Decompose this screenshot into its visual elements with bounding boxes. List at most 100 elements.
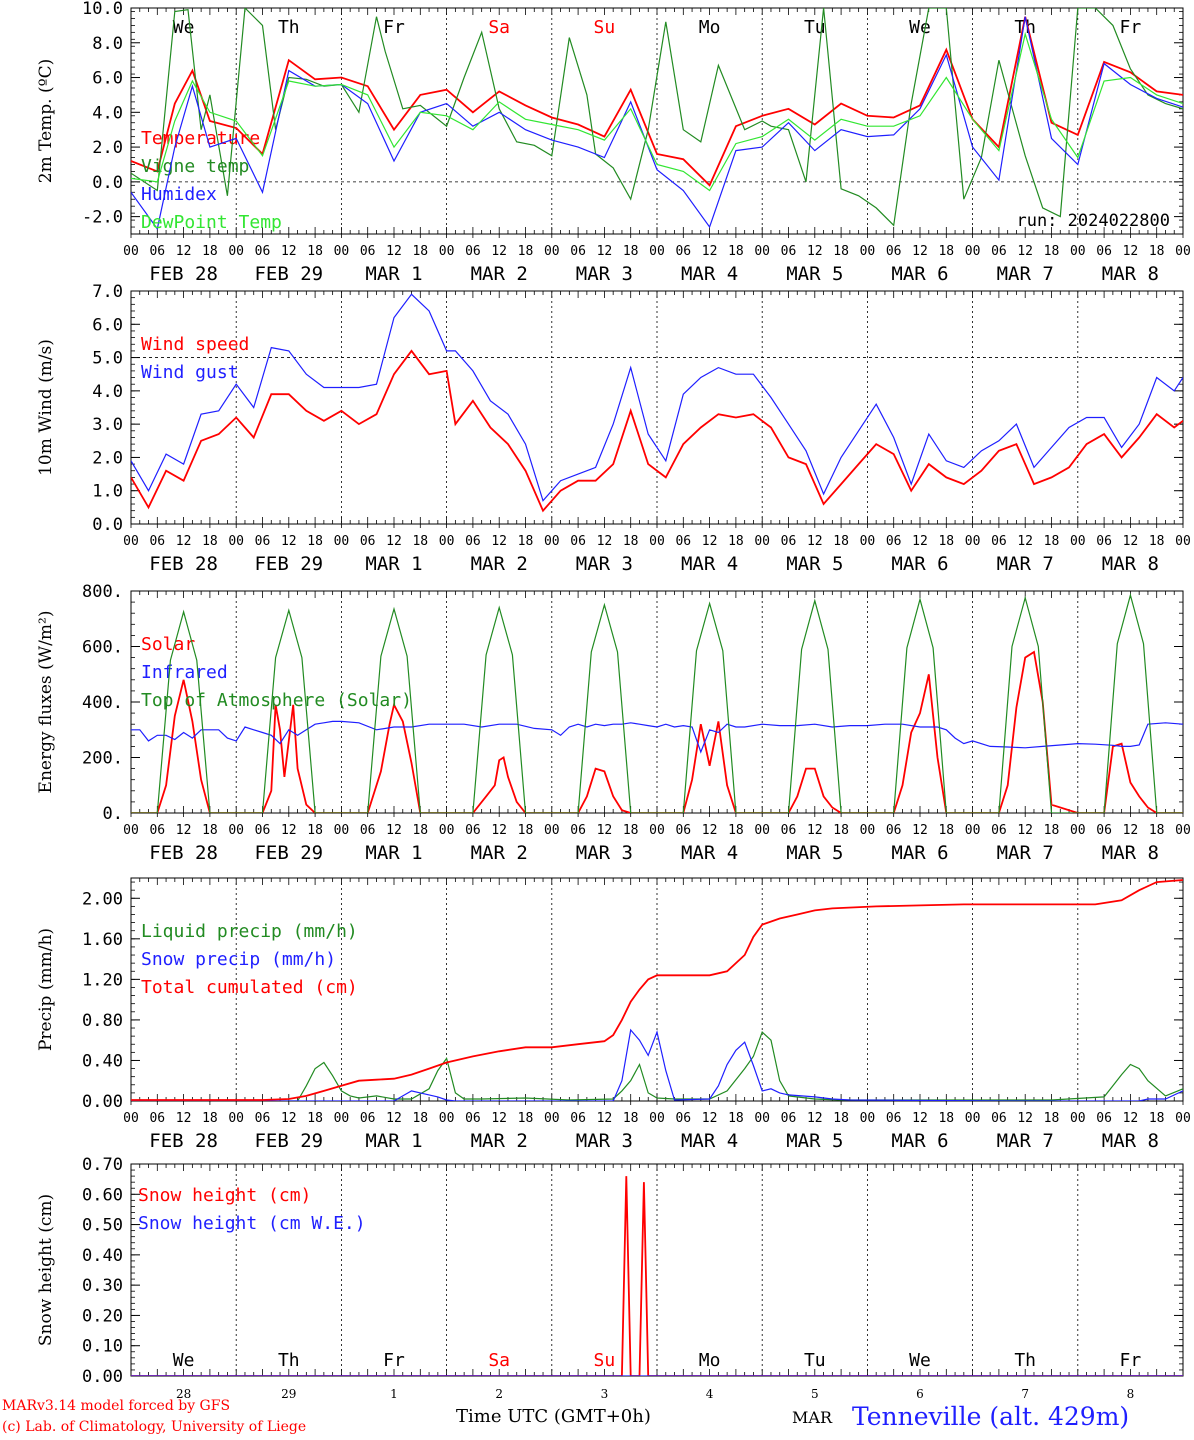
day-label: MAR 2 (471, 263, 528, 285)
hour-label: 06 (570, 1111, 586, 1126)
series-wind-speed (131, 349, 1183, 513)
y-tick-label: 0.30 (82, 1276, 123, 1296)
hour-label: 00 (965, 244, 981, 259)
y-tick-label: 0. (103, 804, 123, 824)
hour-label: 12 (597, 244, 613, 259)
hour-label: 12 (491, 244, 507, 259)
hour-label: 12 (386, 534, 402, 549)
day-label: MAR 8 (1102, 842, 1159, 864)
hour-label: 12 (281, 244, 297, 259)
day-label: MAR 8 (1102, 1130, 1159, 1152)
legend-entry: DewPoint Temp (141, 212, 282, 233)
series-dewpoint-temp (131, 31, 1183, 192)
hour-label: 00 (649, 1111, 665, 1126)
hour-label: 18 (938, 244, 954, 259)
y-tick-label: 0.50 (82, 1216, 123, 1236)
date-label: 7 (1021, 1387, 1029, 1401)
y-tick-label: 0.40 (82, 1246, 123, 1266)
hour-label: 00 (860, 823, 876, 838)
weekday-label: We (909, 17, 931, 38)
y-tick-label: 0.0 (92, 173, 123, 193)
hour-label: 12 (1123, 1111, 1139, 1126)
time-axis-label: Time UTC (GMT+0h) (456, 1406, 651, 1427)
hour-label: 06 (360, 244, 376, 259)
series-infrared (131, 720, 1183, 754)
day-label: MAR 3 (576, 1130, 633, 1152)
day-label: FEB 28 (149, 263, 218, 285)
weekday-label: Tu (804, 17, 826, 38)
day-label: FEB 28 (149, 553, 218, 575)
hour-label: 18 (1044, 244, 1060, 259)
day-label: MAR 6 (891, 263, 948, 285)
hour-label: 12 (1017, 823, 1033, 838)
day-label: MAR 7 (997, 553, 1054, 575)
run-label: run: 2024022800 (1016, 211, 1170, 231)
day-label: MAR 6 (891, 1130, 948, 1152)
day-label: MAR 2 (471, 553, 528, 575)
weekday-label: Fr (1120, 1350, 1142, 1371)
hour-label: 18 (412, 1111, 428, 1126)
hour-label: 00 (649, 534, 665, 549)
y-tick-label: 4.0 (92, 382, 123, 402)
day-label: FEB 29 (254, 553, 323, 575)
hour-label: 18 (1044, 534, 1060, 549)
hour-label: 12 (1017, 1111, 1033, 1126)
legend-entry: Wind speed (141, 334, 249, 355)
hour-label: 00 (334, 534, 350, 549)
hour-label: 12 (702, 823, 718, 838)
hour-label: 18 (1149, 823, 1165, 838)
weekday-label: Fr (383, 1350, 405, 1371)
y-tick-label: 6.0 (92, 315, 123, 335)
hour-label: 12 (1017, 244, 1033, 259)
hour-label: 00 (439, 244, 455, 259)
day-label: MAR 2 (471, 842, 528, 864)
day-label: MAR 3 (576, 263, 633, 285)
day-label: FEB 29 (254, 842, 323, 864)
hour-label: 00 (123, 1111, 139, 1126)
day-label: FEB 28 (149, 842, 218, 864)
hour-label: 12 (597, 1111, 613, 1126)
hour-label: 18 (202, 244, 218, 259)
hour-label: 06 (675, 1111, 691, 1126)
day-label: FEB 28 (149, 1130, 218, 1152)
day-label: MAR 6 (891, 553, 948, 575)
hour-label: 18 (307, 1111, 323, 1126)
hour-label: 12 (176, 1111, 192, 1126)
weekday-label: We (909, 1350, 931, 1371)
legend-entry: Liquid precip (mm/h) (141, 921, 358, 942)
y-tick-label: 10.0 (82, 0, 123, 19)
legend-entry: Temperature (141, 128, 260, 149)
hour-label: 18 (518, 823, 534, 838)
day-label: MAR 1 (365, 842, 422, 864)
day-label: MAR 5 (786, 842, 843, 864)
hour-label: 12 (912, 534, 928, 549)
weekday-label: Tu (804, 1350, 826, 1371)
hour-label: 06 (360, 823, 376, 838)
y-tick-label: 1.60 (82, 930, 123, 950)
hour-label: 06 (675, 534, 691, 549)
hour-label: 06 (991, 534, 1007, 549)
y-tick-label: 400. (82, 693, 123, 713)
hour-label: 12 (176, 534, 192, 549)
y-tick-label: 0.70 (82, 1155, 123, 1175)
hour-label: 18 (202, 1111, 218, 1126)
hour-label: 06 (991, 823, 1007, 838)
y-tick-label: 8.0 (92, 34, 123, 54)
hour-label: 12 (281, 534, 297, 549)
hour-label: 18 (412, 534, 428, 549)
y-tick-label: 5.0 (92, 349, 123, 369)
day-label: MAR 5 (786, 263, 843, 285)
series-total-cumulated-cm- (131, 879, 1183, 1101)
hour-label: 00 (123, 534, 139, 549)
y-tick-label: -2.0 (82, 208, 123, 228)
weekday-label: Mo (699, 1350, 721, 1371)
hour-label: 00 (228, 244, 244, 259)
hour-label: 00 (1175, 244, 1191, 259)
hour-label: 18 (412, 823, 428, 838)
hour-label: 06 (149, 244, 165, 259)
hour-label: 06 (149, 1111, 165, 1126)
y-axis-label: Snow height (cm) (36, 1194, 56, 1346)
legend-entry: Top of Atmosphere (Solar) (141, 690, 412, 711)
hour-label: 18 (728, 823, 744, 838)
hour-label: 18 (623, 823, 639, 838)
